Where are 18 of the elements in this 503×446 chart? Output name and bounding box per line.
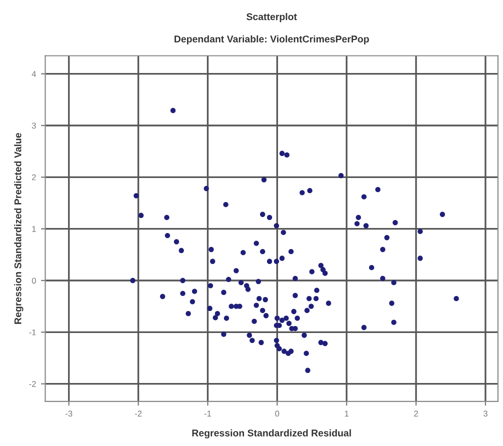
y-tick-label: 2 — [32, 174, 36, 180]
y-tick-label: 1 — [32, 226, 36, 232]
x-tick-label: -1 — [204, 410, 212, 416]
x-tick-label: 0 — [275, 410, 280, 417]
y-tick-label: -2 — [29, 381, 36, 387]
x-tick-label: -3 — [66, 410, 72, 417]
x-tick-label: 2 — [414, 410, 418, 416]
x-axis-title: Regression Standardized Residual — [192, 429, 351, 438]
y-tick-label: -1 — [29, 329, 36, 336]
x-tick-label: -2 — [134, 410, 142, 416]
chart-subtitle: Dependant Variable: ViolentCrimesPerPop — [174, 35, 369, 44]
y-axis-title: Regression Standardized Predicted Value — [14, 133, 24, 324]
chart-title: Scatterplot — [246, 13, 297, 22]
y-tick-label: 4 — [32, 71, 36, 77]
y-tick-label: 3 — [32, 122, 36, 129]
x-tick-label: 3 — [483, 410, 488, 417]
x-tick-label: 1 — [344, 410, 349, 416]
y-tick-label: 0 — [32, 278, 36, 284]
